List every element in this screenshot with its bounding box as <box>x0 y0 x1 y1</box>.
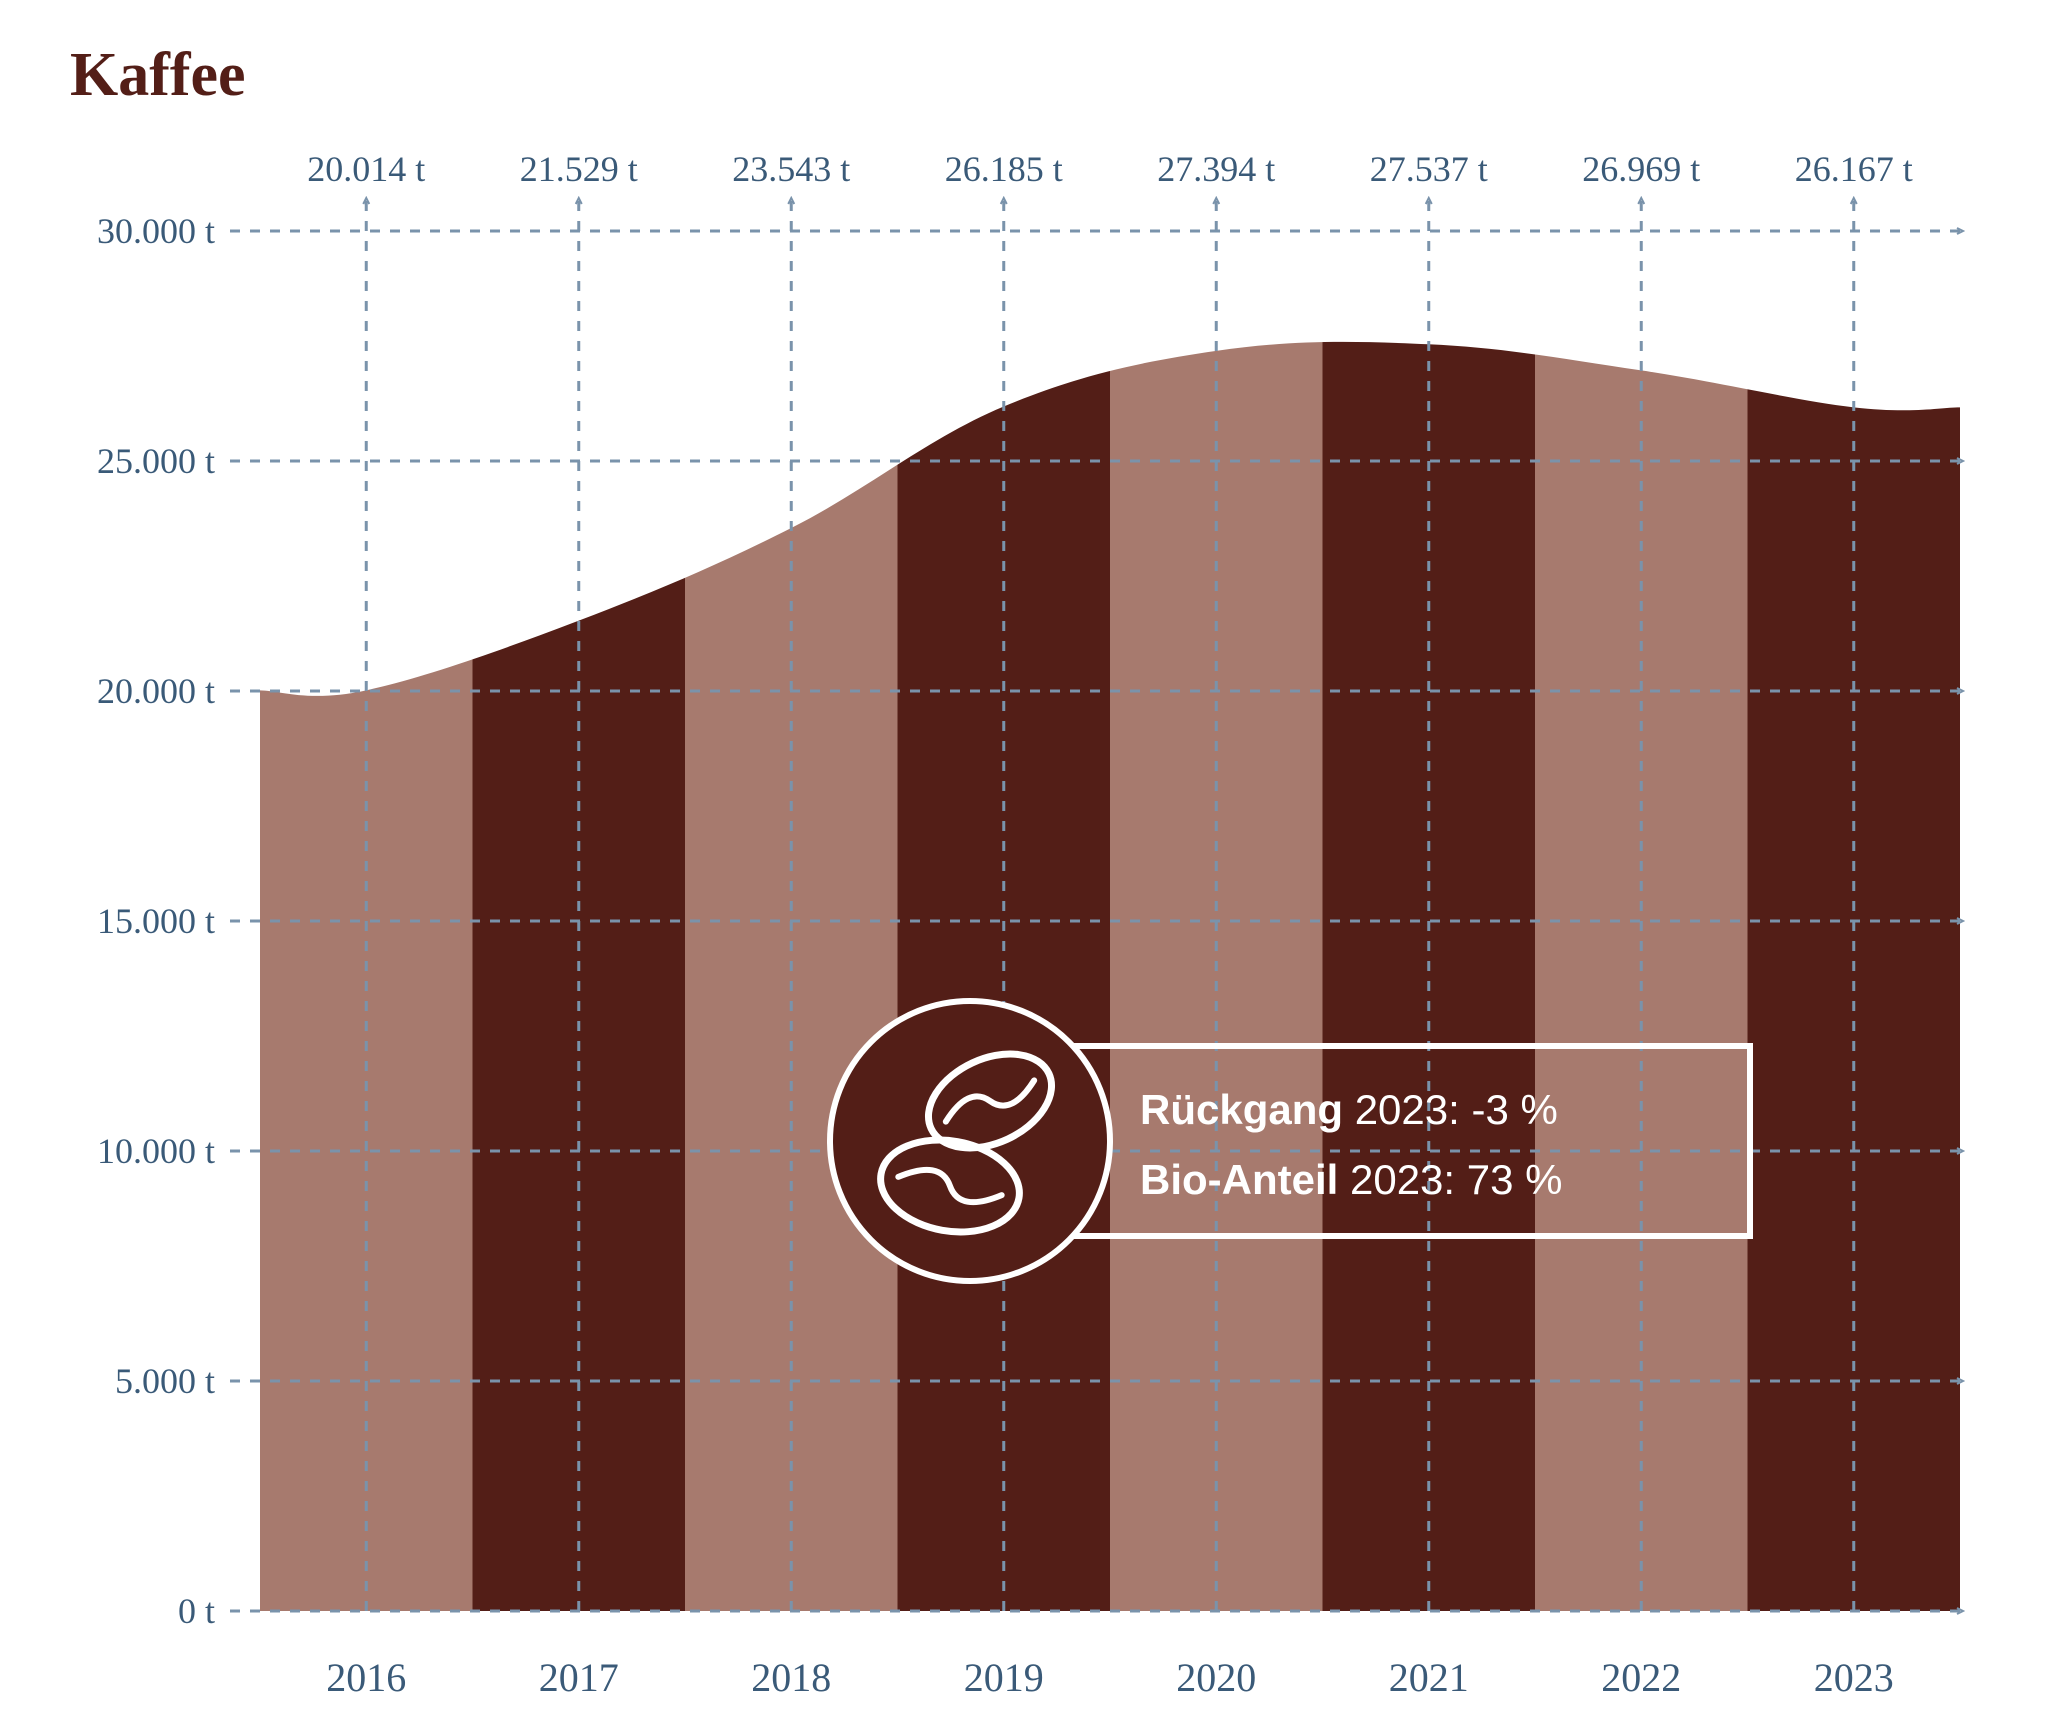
x-axis-label: 2018 <box>751 1655 831 1700</box>
page: Kaffee 0 t 5.000 t 10.000 t 15.000 t 20.000 … <box>0 0 2048 1730</box>
callout-text: Rückgang 2023: -3 % <box>1140 1086 1558 1133</box>
value-label: 27.394 t <box>1157 149 1275 189</box>
value-label: 26.167 t <box>1795 149 1913 189</box>
chart-container: 0 t 5.000 t 10.000 t 15.000 t 20.000 t 25.000… <box>60 141 1980 1701</box>
x-axis-label: 2016 <box>326 1655 406 1700</box>
y-axis-label: 20.000 t <box>97 671 215 711</box>
area-chart: 0 t 5.000 t 10.000 t 15.000 t 20.000 t 25.000… <box>60 141 1980 1701</box>
value-label: 20.014 t <box>307 149 425 189</box>
chart-title: Kaffee <box>70 40 1988 111</box>
y-axis-label: 10.000 t <box>97 1131 215 1171</box>
value-label: 26.969 t <box>1582 149 1700 189</box>
callout-text: Bio-Anteil 2023: 73 % <box>1140 1156 1563 1203</box>
x-axis-label: 2019 <box>964 1655 1044 1700</box>
value-label: 27.537 t <box>1370 149 1488 189</box>
x-axis-label: 2021 <box>1389 1655 1469 1700</box>
x-axis-label: 2017 <box>539 1655 619 1700</box>
y-axis-label: 0 t <box>178 1591 215 1631</box>
value-label: 23.543 t <box>732 149 850 189</box>
y-axis-label: 5.000 t <box>115 1361 215 1401</box>
x-axis-label: 2020 <box>1176 1655 1256 1700</box>
y-axis-label: 15.000 t <box>97 901 215 941</box>
x-axis-label: 2022 <box>1601 1655 1681 1700</box>
value-label: 21.529 t <box>520 149 638 189</box>
value-label: 26.185 t <box>945 149 1063 189</box>
y-axis-label: 30.000 t <box>97 211 215 251</box>
x-axis-label: 2023 <box>1814 1655 1894 1700</box>
y-axis-label: 25.000 t <box>97 441 215 481</box>
